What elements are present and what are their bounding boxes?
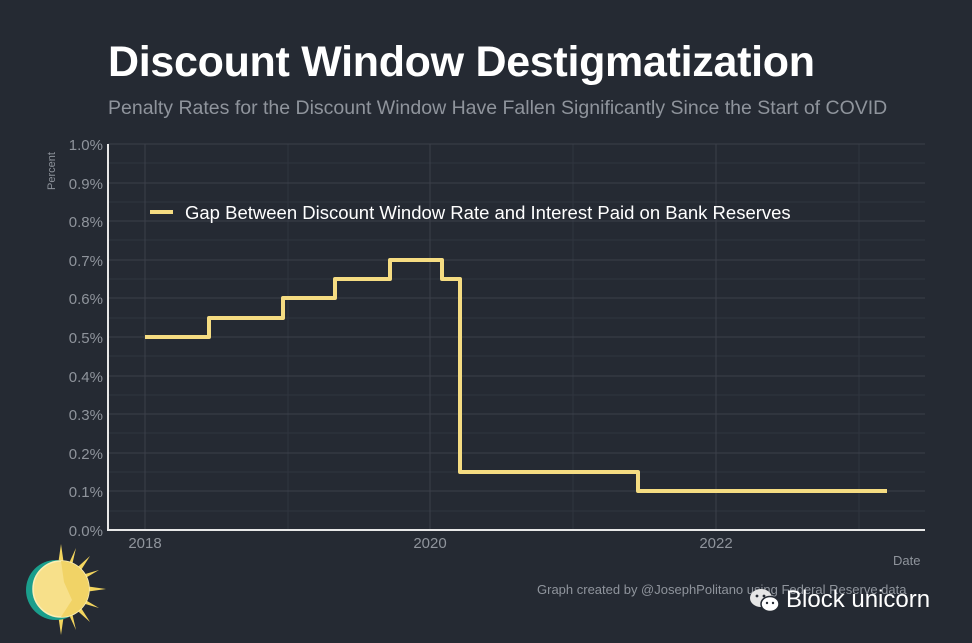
legend-label: Gap Between Discount Window Rate and Int… — [185, 202, 791, 223]
svg-text:0.9%: 0.9% — [69, 176, 103, 193]
x-axis-label: Date — [893, 553, 921, 568]
svg-text:2018: 2018 — [128, 535, 161, 552]
svg-text:0.7%: 0.7% — [69, 253, 103, 270]
svg-text:0.8%: 0.8% — [69, 214, 103, 231]
series-line-gap — [145, 258, 887, 493]
svg-text:0.6%: 0.6% — [69, 291, 103, 308]
source-credit: Graph created by @JosephPolitano using F… — [537, 582, 907, 597]
svg-text:0.0%: 0.0% — [69, 523, 103, 540]
x-tick-labels: 2018 2020 2022 — [128, 535, 732, 552]
svg-text:0.3%: 0.3% — [69, 407, 103, 424]
watermark: Block unicorn — [748, 586, 930, 614]
svg-text:1.0%: 1.0% — [69, 137, 103, 154]
svg-text:0.1%: 0.1% — [69, 484, 103, 501]
grid-lines — [108, 144, 925, 530]
y-tick-labels: 0.0% 0.1% 0.2% 0.3% 0.4% 0.5% 0.6% 0.7% … — [69, 137, 103, 540]
svg-text:2020: 2020 — [413, 535, 446, 552]
svg-text:0.5%: 0.5% — [69, 330, 103, 347]
svg-text:0.4%: 0.4% — [69, 369, 103, 386]
chart-title: Discount Window Destigmatization — [108, 38, 815, 86]
y-axis-label: Percent — [46, 152, 58, 190]
sun-logo-icon — [26, 544, 106, 635]
chart-subtitle: Penalty Rates for the Discount Window Ha… — [108, 97, 888, 119]
watermark-text: Block unicorn — [786, 586, 931, 613]
svg-text:0.2%: 0.2% — [69, 446, 103, 463]
major-grid-lines — [108, 143, 925, 530]
wechat-icon — [750, 589, 780, 613]
svg-text:2022: 2022 — [699, 535, 732, 552]
